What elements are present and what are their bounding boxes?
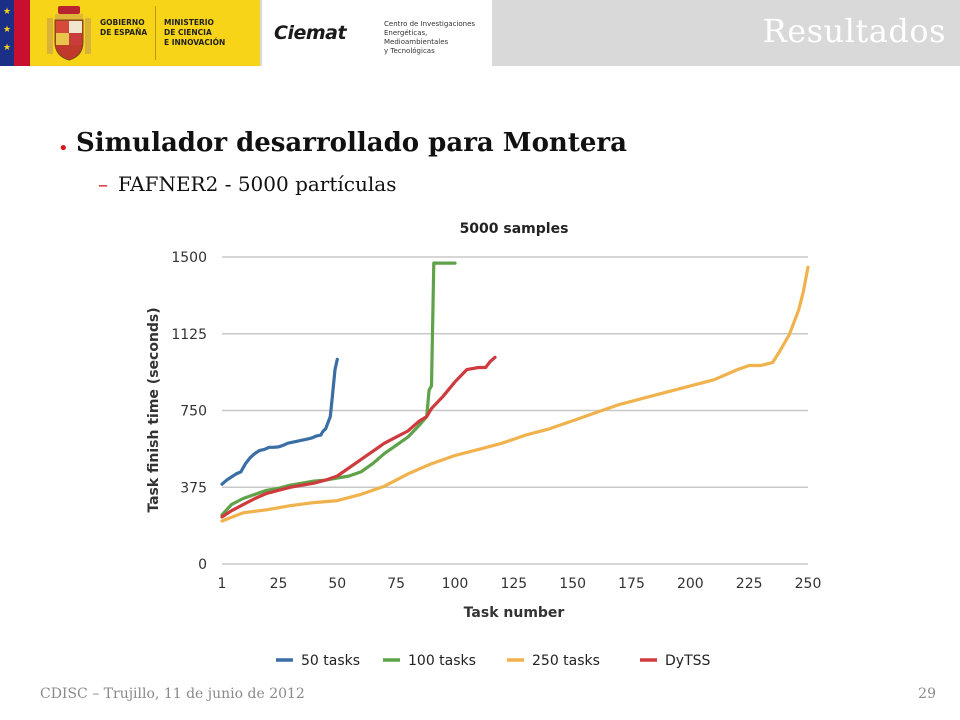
footer-text: CDISC – Trujillo, 11 de junio de 2012	[40, 686, 305, 702]
x-tick-label: 1	[218, 576, 227, 592]
x-tick-label: 200	[677, 576, 704, 592]
series-line-250-tasks	[220, 265, 810, 523]
series-line-100-tasks	[220, 261, 457, 517]
star-icon: ★	[3, 25, 12, 35]
y-tick-label: 750	[180, 404, 207, 420]
bullet-icon: •	[58, 138, 69, 159]
ciemat-description: Centro de Investigaciones Energéticas, M…	[384, 20, 476, 55]
y-tick-label: 1500	[171, 250, 207, 266]
y-tick-label: 1125	[171, 327, 207, 343]
x-tick-label: 225	[736, 576, 763, 592]
slide-title: Resultados	[762, 12, 946, 50]
star-icon: ★	[3, 7, 12, 17]
spain-flag-yellow-strip	[30, 0, 40, 66]
x-tick-label: 250	[795, 576, 822, 592]
page-number: 29	[918, 686, 936, 702]
spain-flag-red-strip	[14, 0, 30, 66]
x-tick-label: 25	[270, 576, 288, 592]
ciemat-logo: Ciemat	[274, 22, 347, 44]
y-axis-label: Task finish time (seconds)	[146, 307, 162, 512]
main-bullet: Simulador desarrollado para Montera	[76, 128, 627, 158]
ministerio-label: MINISTERIO DE CIENCIA E INNOVACIÓN	[164, 18, 226, 47]
x-tick-label: 50	[328, 576, 346, 592]
ciemat-logo-block: Ciemat Centro de Investigaciones Energét…	[262, 0, 492, 66]
legend-label: DyTSS	[665, 653, 711, 669]
y-tick-label: 0	[198, 557, 207, 573]
x-axis-label: Task number	[464, 605, 565, 621]
chart-grid	[222, 256, 808, 565]
sub-bullet: FAFNER2 - 5000 partículas	[118, 172, 397, 196]
star-icon: ★	[3, 43, 12, 53]
gobierno-label: GOBIERNO DE ESPAÑA	[100, 18, 148, 37]
chart-title: 5000 samples	[460, 221, 569, 237]
x-tick-label: 175	[618, 576, 645, 592]
coat-of-arms-icon	[47, 6, 91, 61]
dash-icon: –	[98, 172, 108, 196]
x-tick-label: 75	[387, 576, 405, 592]
x-tick-label: 150	[559, 576, 586, 592]
chart-series	[220, 261, 810, 523]
x-tick-label: 125	[500, 576, 527, 592]
legend-label: 50 tasks	[301, 653, 360, 669]
legend-label: 250 tasks	[532, 653, 600, 669]
y-tick-label: 375	[180, 480, 207, 496]
eu-flag-strip: ★ ★ ★	[0, 0, 14, 66]
series-line-50-tasks	[220, 357, 339, 486]
x-tick-label: 100	[442, 576, 469, 592]
slide-header: ★ ★ ★ GOBIERNO DE ESPAÑA MINISTERIO DE C…	[0, 0, 960, 66]
series-line-dytss	[220, 355, 497, 519]
divider	[155, 6, 156, 60]
legend-label: 100 tasks	[408, 653, 476, 669]
chart-legend: 50 tasks 100 tasks 250 tasks DyTSS	[276, 653, 711, 669]
government-logo-block: ★ ★ ★ GOBIERNO DE ESPAÑA MINISTERIO DE C…	[0, 0, 260, 66]
